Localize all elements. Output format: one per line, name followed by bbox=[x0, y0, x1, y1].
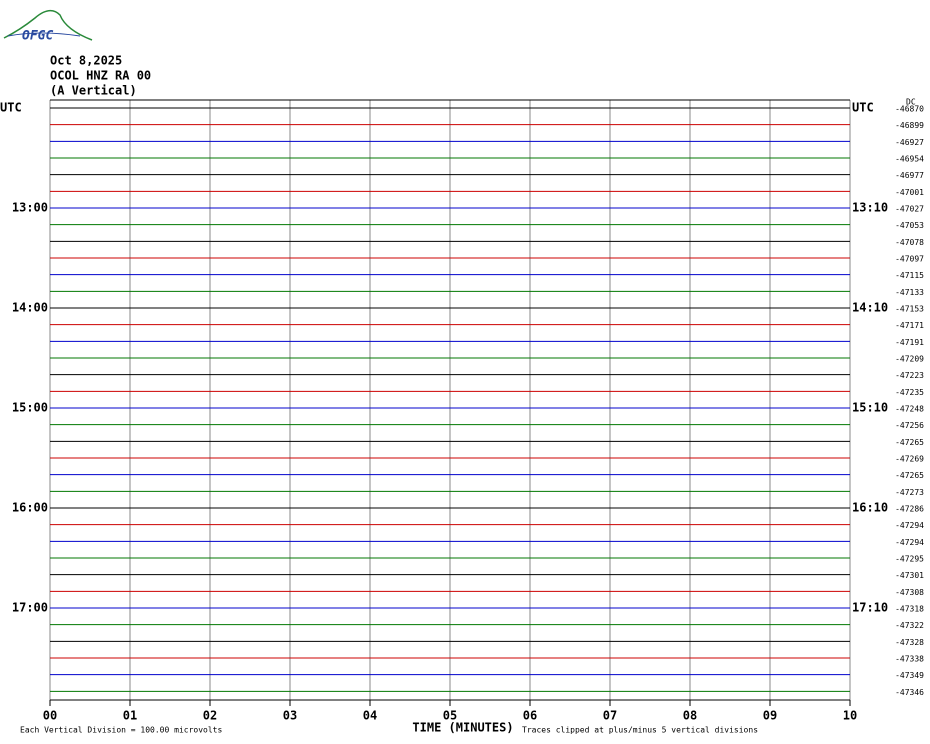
time-label-left: 14:00 bbox=[12, 301, 48, 315]
footnote-left: Each Vertical Division = 100.00 microvol… bbox=[20, 726, 222, 735]
dc-offset: -47295 bbox=[895, 555, 924, 564]
dc-offset: -46899 bbox=[895, 121, 924, 130]
dc-offset: -47133 bbox=[895, 288, 924, 297]
time-label-left: 17:00 bbox=[12, 601, 48, 615]
time-label-right: 15:10 bbox=[852, 401, 888, 415]
dc-offset: -47265 bbox=[895, 438, 924, 447]
date: Oct 8,2025 bbox=[50, 54, 122, 68]
logo-curve bbox=[3, 9, 93, 41]
time-label-right: UTC bbox=[852, 101, 874, 115]
dc-offset: -47269 bbox=[895, 455, 924, 464]
dc-offset: -47097 bbox=[895, 255, 924, 264]
x-axis-label: TIME (MINUTES) bbox=[412, 721, 513, 735]
dc-offset: -47078 bbox=[895, 238, 924, 247]
x-tick-label: 02 bbox=[203, 709, 217, 723]
dc-offset: -46977 bbox=[895, 171, 924, 180]
time-label-right: 14:10 bbox=[852, 301, 888, 315]
station: OCOL HNZ RA 00 bbox=[50, 69, 151, 83]
dc-offset: -47349 bbox=[895, 671, 924, 680]
x-tick-label: 03 bbox=[283, 709, 297, 723]
dc-offset: -47171 bbox=[895, 321, 924, 330]
time-label-left: UTC bbox=[0, 101, 22, 115]
x-tick-label: 01 bbox=[123, 709, 137, 723]
dc-offset: -47248 bbox=[895, 405, 924, 414]
dc-offset: -46870 bbox=[895, 105, 924, 114]
dc-offset: -47294 bbox=[895, 538, 924, 547]
dc-offset: -47301 bbox=[895, 571, 924, 580]
time-label-left: 13:00 bbox=[12, 201, 48, 215]
x-tick-label: 06 bbox=[523, 709, 537, 723]
x-tick-label: 10 bbox=[843, 709, 857, 723]
dc-label: DC bbox=[906, 98, 916, 107]
dc-offset: -47286 bbox=[895, 505, 924, 514]
dc-offset: -47115 bbox=[895, 271, 924, 280]
dc-offset: -47318 bbox=[895, 605, 924, 614]
component: (A Vertical) bbox=[50, 84, 137, 98]
dc-offset: -47209 bbox=[895, 355, 924, 364]
dc-offset: -47191 bbox=[895, 338, 924, 347]
dc-offset: -46927 bbox=[895, 138, 924, 147]
dc-offset: -47346 bbox=[895, 688, 924, 697]
time-label-left: 15:00 bbox=[12, 401, 48, 415]
dc-offset: -47273 bbox=[895, 488, 924, 497]
time-label-right: 13:10 bbox=[852, 201, 888, 215]
dc-offset: -47308 bbox=[895, 588, 924, 597]
logo-swoosh bbox=[7, 32, 81, 37]
x-tick-label: 05 bbox=[443, 709, 457, 723]
footnote-right: Traces clipped at plus/minus 5 vertical … bbox=[522, 726, 758, 735]
dc-offset: -47235 bbox=[895, 388, 924, 397]
x-tick-label: 09 bbox=[763, 709, 777, 723]
x-tick-label: 04 bbox=[363, 709, 377, 723]
dc-offset: -47256 bbox=[895, 421, 924, 430]
x-tick-label: 08 bbox=[683, 709, 697, 723]
time-label-left: 16:00 bbox=[12, 501, 48, 515]
dc-offset: -47223 bbox=[895, 371, 924, 380]
dc-offset: -47294 bbox=[895, 521, 924, 530]
x-tick-label: 07 bbox=[603, 709, 617, 723]
logo: OFGC bbox=[22, 29, 53, 44]
dc-offset: -47338 bbox=[895, 655, 924, 664]
dc-offset: -47053 bbox=[895, 221, 924, 230]
dc-offset: -47027 bbox=[895, 205, 924, 214]
dc-offset: -46954 bbox=[895, 155, 924, 164]
x-tick-label: 00 bbox=[43, 709, 57, 723]
dc-offset: -47322 bbox=[895, 621, 924, 630]
dc-offset: -47265 bbox=[895, 471, 924, 480]
dc-offset: -47153 bbox=[895, 305, 924, 314]
dc-offset: -47001 bbox=[895, 188, 924, 197]
time-label-right: 17:10 bbox=[852, 601, 888, 615]
dc-offset: -47328 bbox=[895, 638, 924, 647]
time-label-right: 16:10 bbox=[852, 501, 888, 515]
